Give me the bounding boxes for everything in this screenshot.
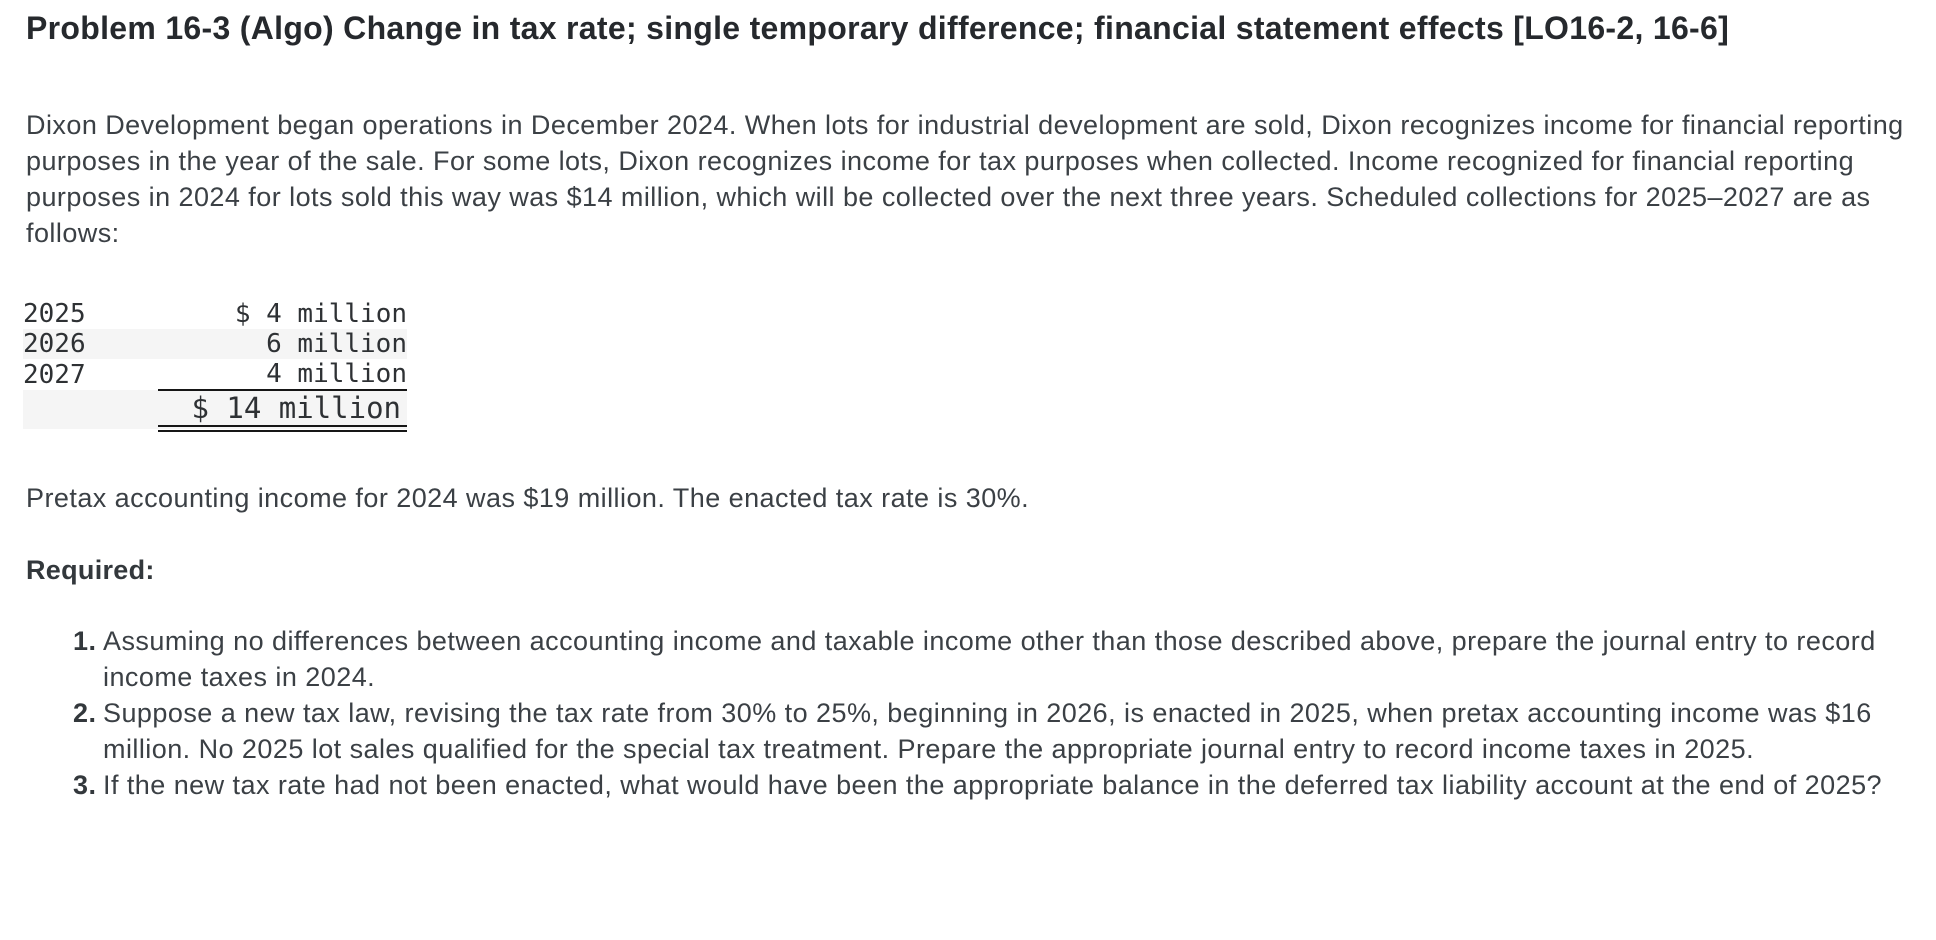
requirements-list: 1. Assuming no differences between accou… — [73, 623, 1908, 803]
year-cell: 2026 — [23, 329, 86, 359]
requirement-item-2: 2. Suppose a new tax law, revising the t… — [73, 695, 1908, 767]
requirement-number: 2. — [73, 698, 97, 728]
amount-cell: $ 4 million — [234, 299, 407, 329]
amount-cell: 4 million — [158, 359, 407, 391]
collections-table: 2025 $ 4 million 2026 6 million 2027 4 m… — [23, 299, 407, 432]
requirement-item-1: 1. Assuming no differences between accou… — [73, 623, 1908, 695]
year-cell: 2025 — [23, 299, 86, 329]
required-heading: Required: — [26, 555, 155, 585]
year-cell: 2027 — [23, 359, 86, 390]
requirement-text: Suppose a new tax law, revising the tax … — [103, 698, 1872, 764]
total-amount-cell: $ 14 million — [158, 390, 407, 432]
year-cell-empty — [23, 390, 158, 429]
requirement-text: If the new tax rate had not been enacted… — [103, 770, 1882, 800]
requirement-item-3: 3. If the new tax rate had not been enac… — [73, 767, 1908, 803]
requirement-number: 1. — [73, 626, 97, 656]
requirement-number: 3. — [73, 770, 97, 800]
problem-title: Problem 16-3 (Algo) Change in tax rate; … — [26, 10, 1730, 46]
table-row-total: $ 14 million — [23, 390, 407, 432]
table-row-2026: 2026 6 million — [23, 329, 407, 359]
intro-paragraph: Dixon Development began operations in De… — [26, 110, 1904, 248]
table-row-2027: 2027 4 million — [23, 359, 407, 391]
table-row-2025: 2025 $ 4 million — [23, 299, 407, 329]
requirement-text: Assuming no differences between accounti… — [103, 626, 1876, 692]
pretax-paragraph: Pretax accounting income for 2024 was $1… — [26, 483, 1030, 513]
amount-cell: 6 million — [266, 329, 407, 359]
